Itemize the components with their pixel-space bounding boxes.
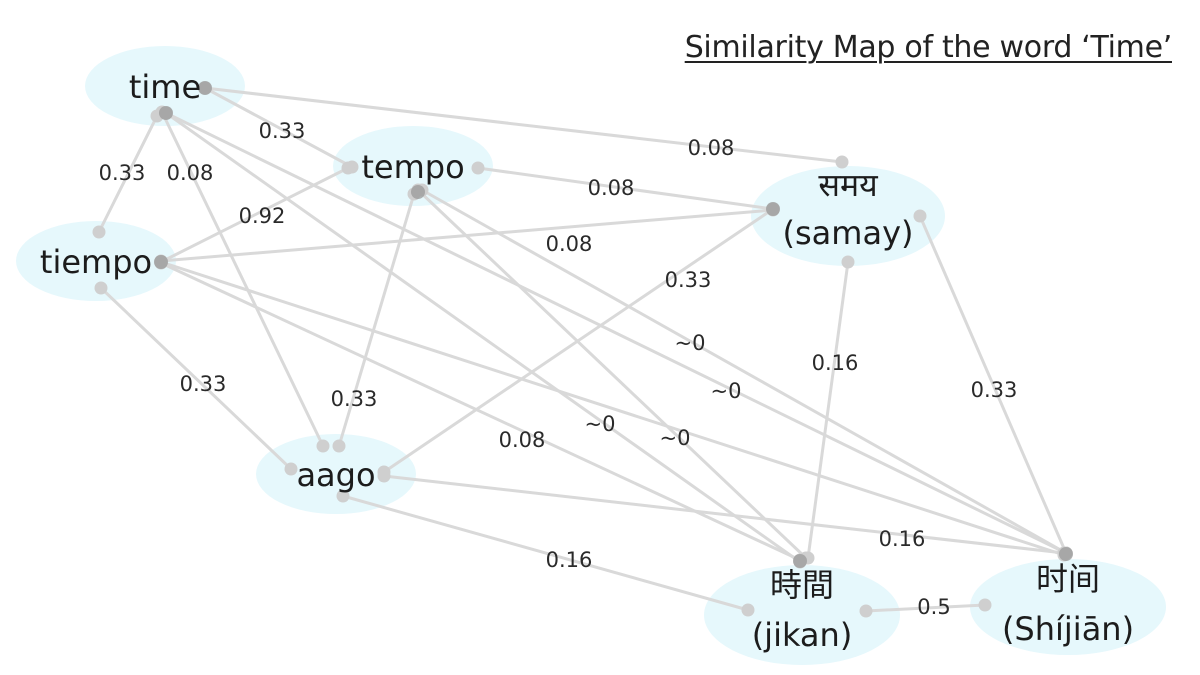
edge-label-time-tempo: 0.33 [259, 119, 306, 143]
node-shijian-label: (Shíjiān) [1002, 610, 1134, 648]
edge-aago-shijian [382, 474, 1066, 555]
edge-endpoint [471, 161, 485, 175]
edge-tiempo-aago [99, 286, 293, 471]
node-jikan-bubble [704, 565, 900, 665]
edge-endpoint [377, 469, 391, 483]
edge-label-tempo-samay: 0.08 [588, 176, 635, 200]
edge-time-samay [203, 86, 844, 164]
node-jikan-label: (jikan) [752, 616, 853, 654]
edge-label-tempo-jikan: ~0 [660, 426, 691, 450]
edge-endpoint [841, 255, 855, 269]
edge-samay-shijian [918, 214, 1068, 555]
edge-label-samay-aago: 0.33 [665, 268, 712, 292]
edge-label-samay-shijian: 0.33 [971, 378, 1018, 402]
edge-hub-dot [198, 81, 212, 95]
edge-label-jikan-shijian: 0.5 [917, 595, 950, 619]
node-tiempo-label: tiempo [40, 243, 152, 281]
edge-label-time-tiempo: 0.33 [99, 161, 146, 185]
node-aago-bubble [256, 434, 416, 514]
node-labels: time tempo tiempo समय (samay) aago 時間 (jikan) 时间… [40, 68, 1134, 654]
edges [97, 86, 1068, 613]
edge-label-tempo-shijian: ~0 [711, 379, 742, 403]
edge-label-tempo-aago: 0.33 [331, 387, 378, 411]
node-samay-label: (samay) [783, 214, 914, 252]
edge-endpoint [341, 161, 355, 175]
edge-hub-dot [411, 185, 425, 199]
edge-tempo-aago [337, 192, 416, 448]
node-shijian-bubble [970, 559, 1166, 655]
edge-tempo-jikan [416, 188, 808, 560]
edge-time-shijian [164, 111, 1068, 555]
edge-hub-dot [159, 106, 173, 120]
edge-samay-aago [382, 207, 775, 474]
edge-label-time-aago: 0.08 [167, 161, 214, 185]
edge-aago-jikan [341, 494, 750, 612]
edge-tiempo-shijian [159, 260, 1066, 557]
node-aago-label: aago [296, 456, 375, 494]
edge-endpoint [978, 598, 992, 612]
node-time-label: time [129, 68, 201, 106]
edge-endpoint [741, 603, 755, 617]
edge-label-time-shijian: ~0 [675, 331, 706, 355]
node-samay-label: समय [818, 166, 879, 204]
edge-label-samay-jikan: 0.16 [812, 351, 859, 375]
edge-label-tempo-tiempo: 0.92 [239, 204, 286, 228]
edge-samay-jikan [806, 260, 850, 560]
edge-endpoint [332, 439, 346, 453]
node-tempo-label: tempo [361, 148, 464, 186]
edge-label-aago-jikan: 0.16 [546, 548, 593, 572]
edge-hub-dot [793, 554, 807, 568]
edge-endpoint [316, 439, 330, 453]
node-time-bubble [85, 46, 245, 126]
edge-hub-dot [1059, 547, 1073, 561]
edge-tiempo-samay [159, 208, 775, 263]
edge-endpoint [913, 209, 927, 223]
node-shijian-label: 时间 [1036, 560, 1100, 598]
edge-endpoint [835, 155, 849, 169]
edge-time-aago [160, 110, 325, 448]
diagram-title: Similarity Map of the word ‘Time’ [684, 30, 1173, 65]
edge-label-time-samay: 0.08 [688, 136, 735, 160]
edge-jikan-shijian [864, 603, 987, 613]
edge-label-tiempo-jikan: 0.08 [499, 428, 546, 452]
edge-label-tiempo-aago: 0.33 [180, 372, 227, 396]
edge-label-time-jikan: ~0 [585, 412, 616, 436]
edge-endpoint [859, 604, 873, 618]
edge-time-jikan [164, 111, 802, 564]
edge-tiempo-jikan [159, 261, 802, 562]
edge-labels: 0.330.080.33 0.08~0~00.080.920.33~0~00.08… [99, 119, 1018, 619]
edge-tempo-tiempo [159, 166, 350, 264]
edge-tempo-samay [476, 166, 775, 211]
node-tiempo-bubble [16, 221, 176, 301]
edge-endpoint [92, 225, 106, 239]
edge-tempo-shijian [420, 188, 1068, 555]
edge-endpoint [336, 489, 350, 503]
edge-label-aago-shijian: 0.16 [879, 527, 926, 551]
node-backgrounds [16, 46, 1166, 665]
edge-endpoint [284, 462, 298, 476]
node-jikan-label: 時間 [770, 566, 834, 604]
edge-hub-dot [766, 202, 780, 216]
edge-label-tiempo-samay: 0.08 [546, 232, 593, 256]
edge-endpoints [92, 81, 1073, 618]
edge-hub-dot [154, 255, 168, 269]
edge-time-tempo [203, 86, 354, 169]
edge-endpoint [94, 281, 108, 295]
node-tempo-bubble [333, 126, 493, 206]
node-samay-bubble [751, 166, 945, 266]
edge-time-tiempo [97, 114, 159, 234]
